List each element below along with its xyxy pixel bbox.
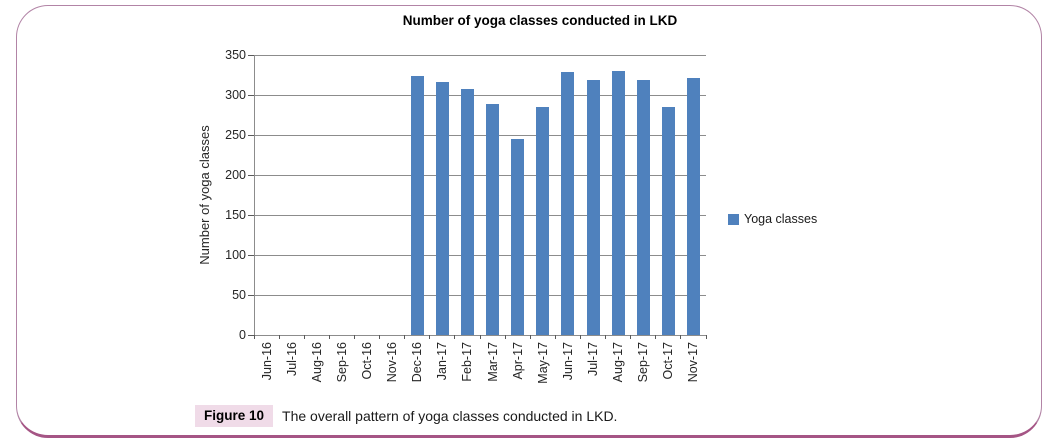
figure-caption-text: The overall pattern of yoga classes cond… bbox=[282, 408, 618, 424]
y-axis-tick bbox=[248, 294, 254, 296]
bar-apr-17 bbox=[511, 139, 525, 335]
x-axis-tick-label: Oct-16 bbox=[360, 342, 374, 380]
bar-aug-17 bbox=[611, 71, 625, 335]
x-axis-tick-label: Aug-16 bbox=[309, 342, 324, 383]
x-axis-tick bbox=[353, 335, 355, 339]
x-axis-tick bbox=[379, 335, 381, 339]
x-axis-tick-label: Oct-17 bbox=[661, 342, 676, 380]
x-axis-tick-label: Jul-16 bbox=[284, 342, 299, 377]
x-axis-tick bbox=[303, 335, 305, 339]
y-axis-tick bbox=[248, 94, 254, 96]
x-axis-tick bbox=[479, 335, 481, 339]
x-axis-tick bbox=[454, 335, 456, 339]
x-axis-tick bbox=[554, 335, 556, 339]
legend-label: Yoga classes bbox=[744, 212, 818, 226]
figure-caption-label: Figure 10 bbox=[195, 405, 274, 427]
x-axis-tick-label: Sep-16 bbox=[334, 342, 349, 383]
x-axis-tick bbox=[404, 335, 406, 339]
y-axis-tick bbox=[248, 134, 254, 136]
gridline bbox=[254, 134, 706, 136]
gridline bbox=[254, 214, 706, 216]
chart-legend: Yoga classes bbox=[728, 212, 817, 226]
x-axis-tick-label: Feb-17 bbox=[460, 342, 475, 382]
y-axis-tick-label: 0 bbox=[239, 328, 246, 342]
x-axis-tick bbox=[529, 335, 531, 339]
bar-may-17 bbox=[536, 107, 550, 335]
x-axis-tick bbox=[328, 335, 330, 339]
y-axis-tick-label: 50 bbox=[232, 288, 246, 302]
x-axis-tick bbox=[253, 335, 255, 339]
x-axis-tick-label: Jan-17 bbox=[435, 342, 450, 381]
bar-sep-17 bbox=[636, 79, 650, 335]
bar-mar-17 bbox=[486, 103, 500, 335]
y-axis-tick bbox=[248, 254, 254, 256]
bar-nov-17 bbox=[686, 78, 700, 335]
x-axis-tick-label: Apr-17 bbox=[510, 342, 525, 380]
y-axis-tick-label: 200 bbox=[225, 168, 246, 182]
x-axis-tick-label: Aug-17 bbox=[611, 342, 626, 383]
y-axis-tick-label: 150 bbox=[225, 208, 246, 222]
chart-title: Number of yoga classes conducted in LKD bbox=[402, 13, 678, 28]
x-axis-tick-label: Jun-16 bbox=[259, 342, 274, 381]
gridline bbox=[254, 94, 706, 96]
y-axis-tick-label: 250 bbox=[225, 128, 246, 142]
x-axis-tick bbox=[504, 335, 506, 339]
bar-jul-17 bbox=[586, 79, 600, 335]
bar-dec-16 bbox=[410, 75, 424, 335]
y-axis-tick-label: 300 bbox=[225, 88, 246, 102]
bar-jun-17 bbox=[561, 71, 575, 335]
gridline bbox=[254, 294, 706, 296]
y-axis-line bbox=[253, 55, 255, 336]
page-frame bbox=[16, 5, 1042, 438]
gridline bbox=[254, 54, 706, 56]
y-axis-tick-label: 350 bbox=[225, 48, 246, 62]
y-axis-tick bbox=[248, 54, 254, 56]
x-axis-tick bbox=[630, 335, 632, 339]
x-axis-tick-label: Jun-17 bbox=[560, 342, 575, 381]
x-axis-tick bbox=[705, 335, 707, 339]
x-axis-tick-label: Sep-17 bbox=[636, 342, 651, 383]
legend-swatch-icon bbox=[728, 213, 739, 225]
x-axis-tick-label: May-17 bbox=[535, 342, 550, 384]
x-axis-tick bbox=[429, 335, 431, 339]
x-axis-tick bbox=[680, 335, 682, 339]
gridline bbox=[254, 254, 706, 256]
x-axis-tick-label: Nov-17 bbox=[686, 342, 701, 383]
x-axis-tick-label: Nov-16 bbox=[385, 342, 400, 383]
x-axis-tick bbox=[579, 335, 581, 339]
y-axis-tick bbox=[248, 214, 254, 216]
y-axis-tick bbox=[248, 334, 254, 336]
gridline bbox=[254, 174, 706, 176]
x-axis-tick bbox=[605, 335, 607, 339]
y-axis-tick-label: 100 bbox=[225, 248, 246, 262]
bar-jan-17 bbox=[435, 82, 449, 335]
figure-caption: Figure 10 The overall pattern of yoga cl… bbox=[195, 405, 617, 427]
x-axis-tick-label: Mar-17 bbox=[485, 342, 500, 382]
y-axis-tick bbox=[248, 174, 254, 176]
x-axis-tick bbox=[655, 335, 657, 339]
x-axis-tick-label: Jul-17 bbox=[586, 342, 600, 377]
x-axis-tick bbox=[278, 335, 280, 339]
bar-feb-17 bbox=[460, 89, 474, 335]
bar-oct-17 bbox=[661, 107, 675, 335]
x-axis-tick-label: Dec-16 bbox=[410, 342, 425, 383]
